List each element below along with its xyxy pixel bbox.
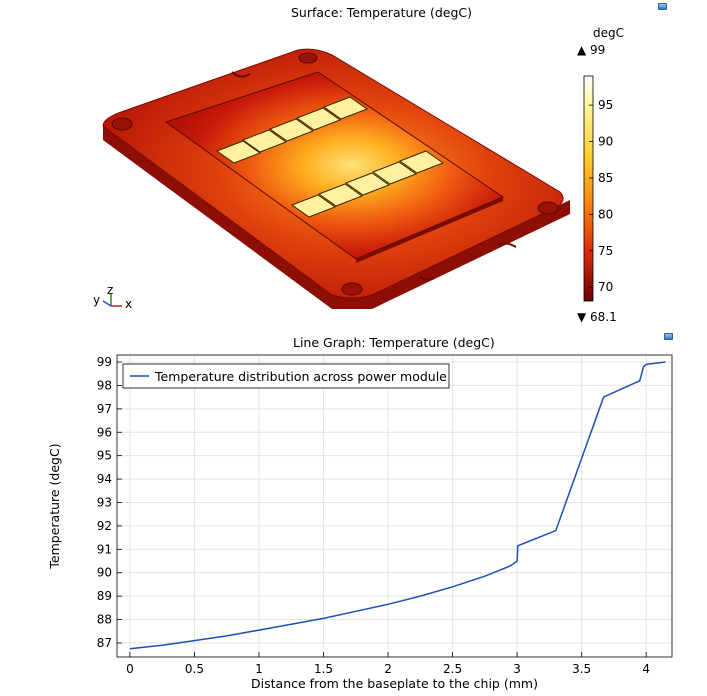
line-graph-title: Line Graph: Temperature (degC)	[293, 335, 495, 350]
colorbar	[583, 75, 594, 302]
axis-ticks: 0 0.5 1 1.5 2 2.5 3 3.5 4 87 88 89 90 91 92 93 94 95 96 97 9…	[97, 355, 650, 676]
axes-triad	[102, 294, 122, 307]
y-tick-label: 95	[97, 449, 112, 463]
triad-label-x: x	[125, 297, 133, 311]
y-tick-label: 99	[97, 355, 112, 369]
colorbar-tick-label: 80	[598, 207, 613, 221]
colorbar-min-marker: ▼ 68.1	[577, 310, 617, 324]
triad-label-y: y	[93, 293, 101, 307]
y-tick-label: 91	[97, 542, 112, 556]
plot-frame	[116, 354, 673, 658]
line-graph-toolbar-icon[interactable]	[664, 333, 673, 340]
x-axis-label: Distance from the baseplate to the chip …	[251, 676, 538, 691]
colorbar-unit: degC	[593, 26, 624, 40]
x-tick-label: 2.5	[443, 662, 462, 676]
chip-row-1	[215, 96, 369, 164]
y-tick-label: 96	[97, 425, 112, 439]
y-tick-label: 97	[97, 402, 112, 416]
y-tick-label: 90	[97, 566, 112, 580]
chip-row-2	[290, 150, 445, 218]
x-tick-label: 4	[642, 662, 650, 676]
surface-plot-title: Surface: Temperature (degC)	[291, 5, 472, 20]
legend-label: Temperature distribution across power mo…	[154, 369, 447, 384]
colorbar-tick-label: 95	[598, 98, 613, 112]
y-tick-label: 92	[97, 519, 112, 533]
x-tick-label: 1	[255, 662, 263, 676]
baseplate-side	[103, 126, 570, 309]
series-line	[129, 361, 666, 650]
y-axis-label: Temperature (degC)	[47, 443, 62, 569]
y-tick-label: 89	[97, 589, 112, 603]
colorbar-tick-label: 75	[598, 244, 613, 258]
triad-label-z: z	[107, 283, 114, 297]
colorbar-tick-label: 70	[598, 280, 613, 294]
chart-legend: Temperature distribution across power mo…	[122, 363, 450, 389]
y-tick-label: 94	[97, 472, 112, 486]
colorbar-max-marker: ▲ 99	[577, 43, 606, 57]
surface-plot-3d: 95 90 85 80 75 70	[102, 48, 613, 309]
x-tick-label: 0.5	[185, 662, 204, 676]
y-tick-label: 88	[97, 613, 112, 627]
colorbar-tick-label: 90	[598, 135, 613, 149]
y-tick-label: 93	[97, 495, 112, 509]
x-tick-label: 2	[384, 662, 392, 676]
y-tick-label: 98	[97, 378, 112, 392]
chart-series	[129, 361, 666, 650]
y-tick-label: 87	[97, 636, 112, 650]
colorbar-tick-label: 85	[598, 171, 613, 185]
x-tick-label: 1.5	[314, 662, 333, 676]
x-tick-label: 3.5	[572, 662, 591, 676]
legend-box	[122, 363, 450, 389]
surface-plot-toolbar-icon[interactable]	[658, 3, 667, 10]
x-tick-label: 0	[126, 662, 134, 676]
chart-grid	[117, 355, 672, 657]
x-tick-label: 3	[513, 662, 521, 676]
colorbar-ticks: 95 90 85 80 75 70	[589, 98, 613, 294]
